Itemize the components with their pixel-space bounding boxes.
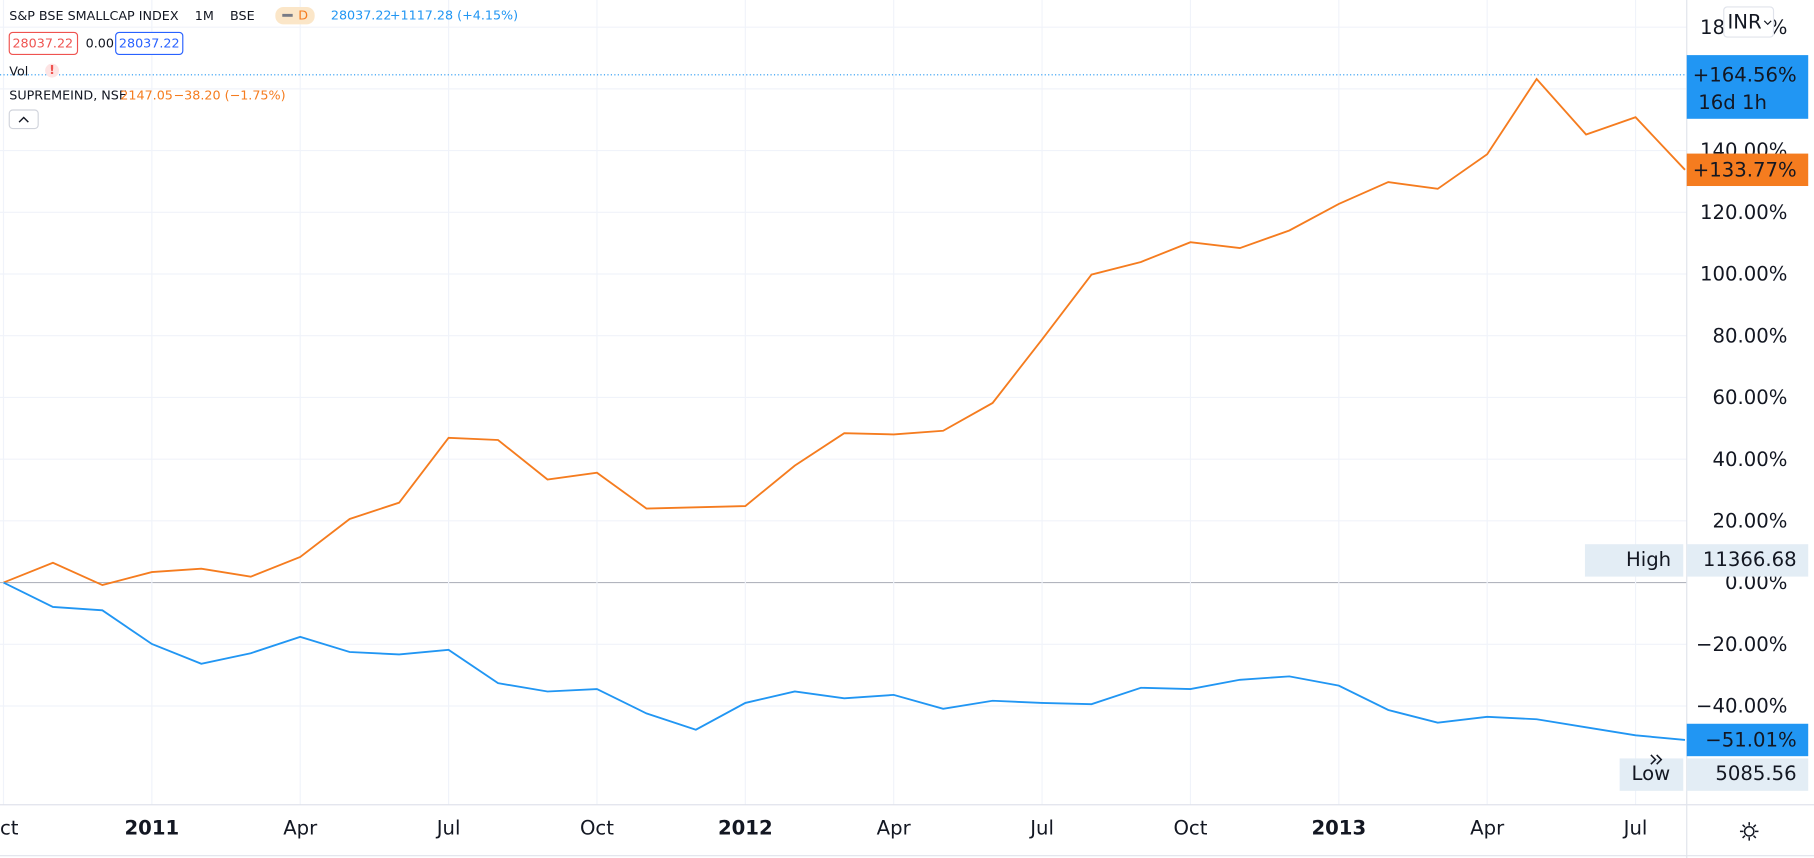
last-value-box: [1686, 153, 1809, 187]
compare-change: −38.20 (−1.75%): [174, 89, 286, 104]
y-tick-label: 0.00%: [1725, 571, 1787, 594]
compare-symbol: SUPREMEIND, NSE: [9, 89, 127, 104]
last-value-label: +133.77%: [1693, 158, 1797, 181]
compare-last: 2147.05: [120, 89, 173, 104]
settings-icon: [1743, 825, 1755, 837]
high-label-box: [1584, 544, 1684, 577]
y-tick-label: −40.00%: [1696, 695, 1787, 718]
last-value-label: −51.01%: [1705, 729, 1796, 752]
alert: !: [49, 63, 55, 78]
x-tick-label: Apr: [877, 817, 912, 840]
last: 28037.22: [331, 9, 392, 24]
x-tick-label: Oct: [1173, 817, 1207, 840]
high-value: 11366.68: [1703, 548, 1797, 571]
settings-rays: [1739, 822, 1759, 841]
x-tick-label: Apr: [283, 817, 318, 840]
countdown: 16d 1h: [1698, 91, 1767, 114]
series-line: [3, 77, 1686, 587]
low-value-box: [1686, 758, 1809, 791]
x-tick-label: 2011: [124, 817, 179, 840]
currency: INR: [1728, 11, 1762, 34]
y-tick-label: 80.00%: [1712, 324, 1787, 347]
currency-button[interactable]: [1723, 6, 1775, 38]
collapse-button[interactable]: [8, 109, 39, 130]
y-tick-label: 20.00%: [1712, 510, 1787, 533]
x-tick-label: 2013: [1311, 817, 1366, 840]
low-label: Low: [1632, 762, 1671, 785]
x-tick-label: Oct: [580, 817, 614, 840]
badge-text: D: [298, 9, 308, 24]
high-value-box: [1686, 544, 1809, 577]
badge: [275, 6, 315, 25]
x-tick-label: 2012: [718, 817, 773, 840]
last-value-box: [1686, 723, 1809, 757]
x-tick-label: Jul: [1622, 817, 1648, 840]
spread: 0.00: [86, 36, 114, 51]
bid-box[interactable]: [8, 31, 79, 56]
y-tick-label: −20.00%: [1696, 633, 1787, 656]
change: +1117.28 (+4.15%): [390, 9, 518, 24]
high-label: High: [1626, 548, 1671, 571]
vol: Vol: [9, 64, 28, 79]
ask: 28037.22: [119, 36, 180, 51]
series-line: [3, 581, 1686, 741]
settings-button[interactable]: [1739, 822, 1759, 841]
y-tick-label: 100.00%: [1700, 263, 1787, 286]
price-line-box: [1686, 55, 1809, 119]
x-tick-label: Apr: [1470, 817, 1505, 840]
x-tick-label: ct: [0, 817, 19, 840]
alert-icon[interactable]: [45, 63, 60, 78]
y-tick-label: 120.00%: [1700, 201, 1787, 224]
y-tick-label: 40.00%: [1712, 448, 1787, 471]
x-tick-label: Jul: [435, 817, 461, 840]
bid: 28037.22: [12, 36, 73, 51]
collapse-icon: [18, 116, 29, 123]
symbol: S&P BSE SMALLCAP INDEX: [9, 9, 179, 24]
exchange: BSE: [230, 9, 255, 24]
symbol-line: S&P BSE SMALLCAP INDEX 1M BSE: [9, 9, 254, 24]
ask-box[interactable]: [115, 31, 184, 56]
labels: −40.00% −20.00% 0.00% 20.00% 40.00% 60.00% 80.…: [0, 16, 1809, 840]
interval[interactable]: 1M: [195, 9, 214, 24]
scroll-button[interactable]: [1650, 754, 1663, 765]
price-line-label: +164.56%: [1693, 63, 1797, 86]
low-value: 5085.56: [1715, 762, 1796, 785]
y-tick-label: 60.00%: [1712, 386, 1787, 409]
x-tick-label: Jul: [1028, 817, 1054, 840]
currency-caret: [1763, 20, 1772, 26]
plot: [0, 74, 1687, 741]
badge-dash: [282, 13, 293, 17]
grid: [0, 0, 1687, 805]
